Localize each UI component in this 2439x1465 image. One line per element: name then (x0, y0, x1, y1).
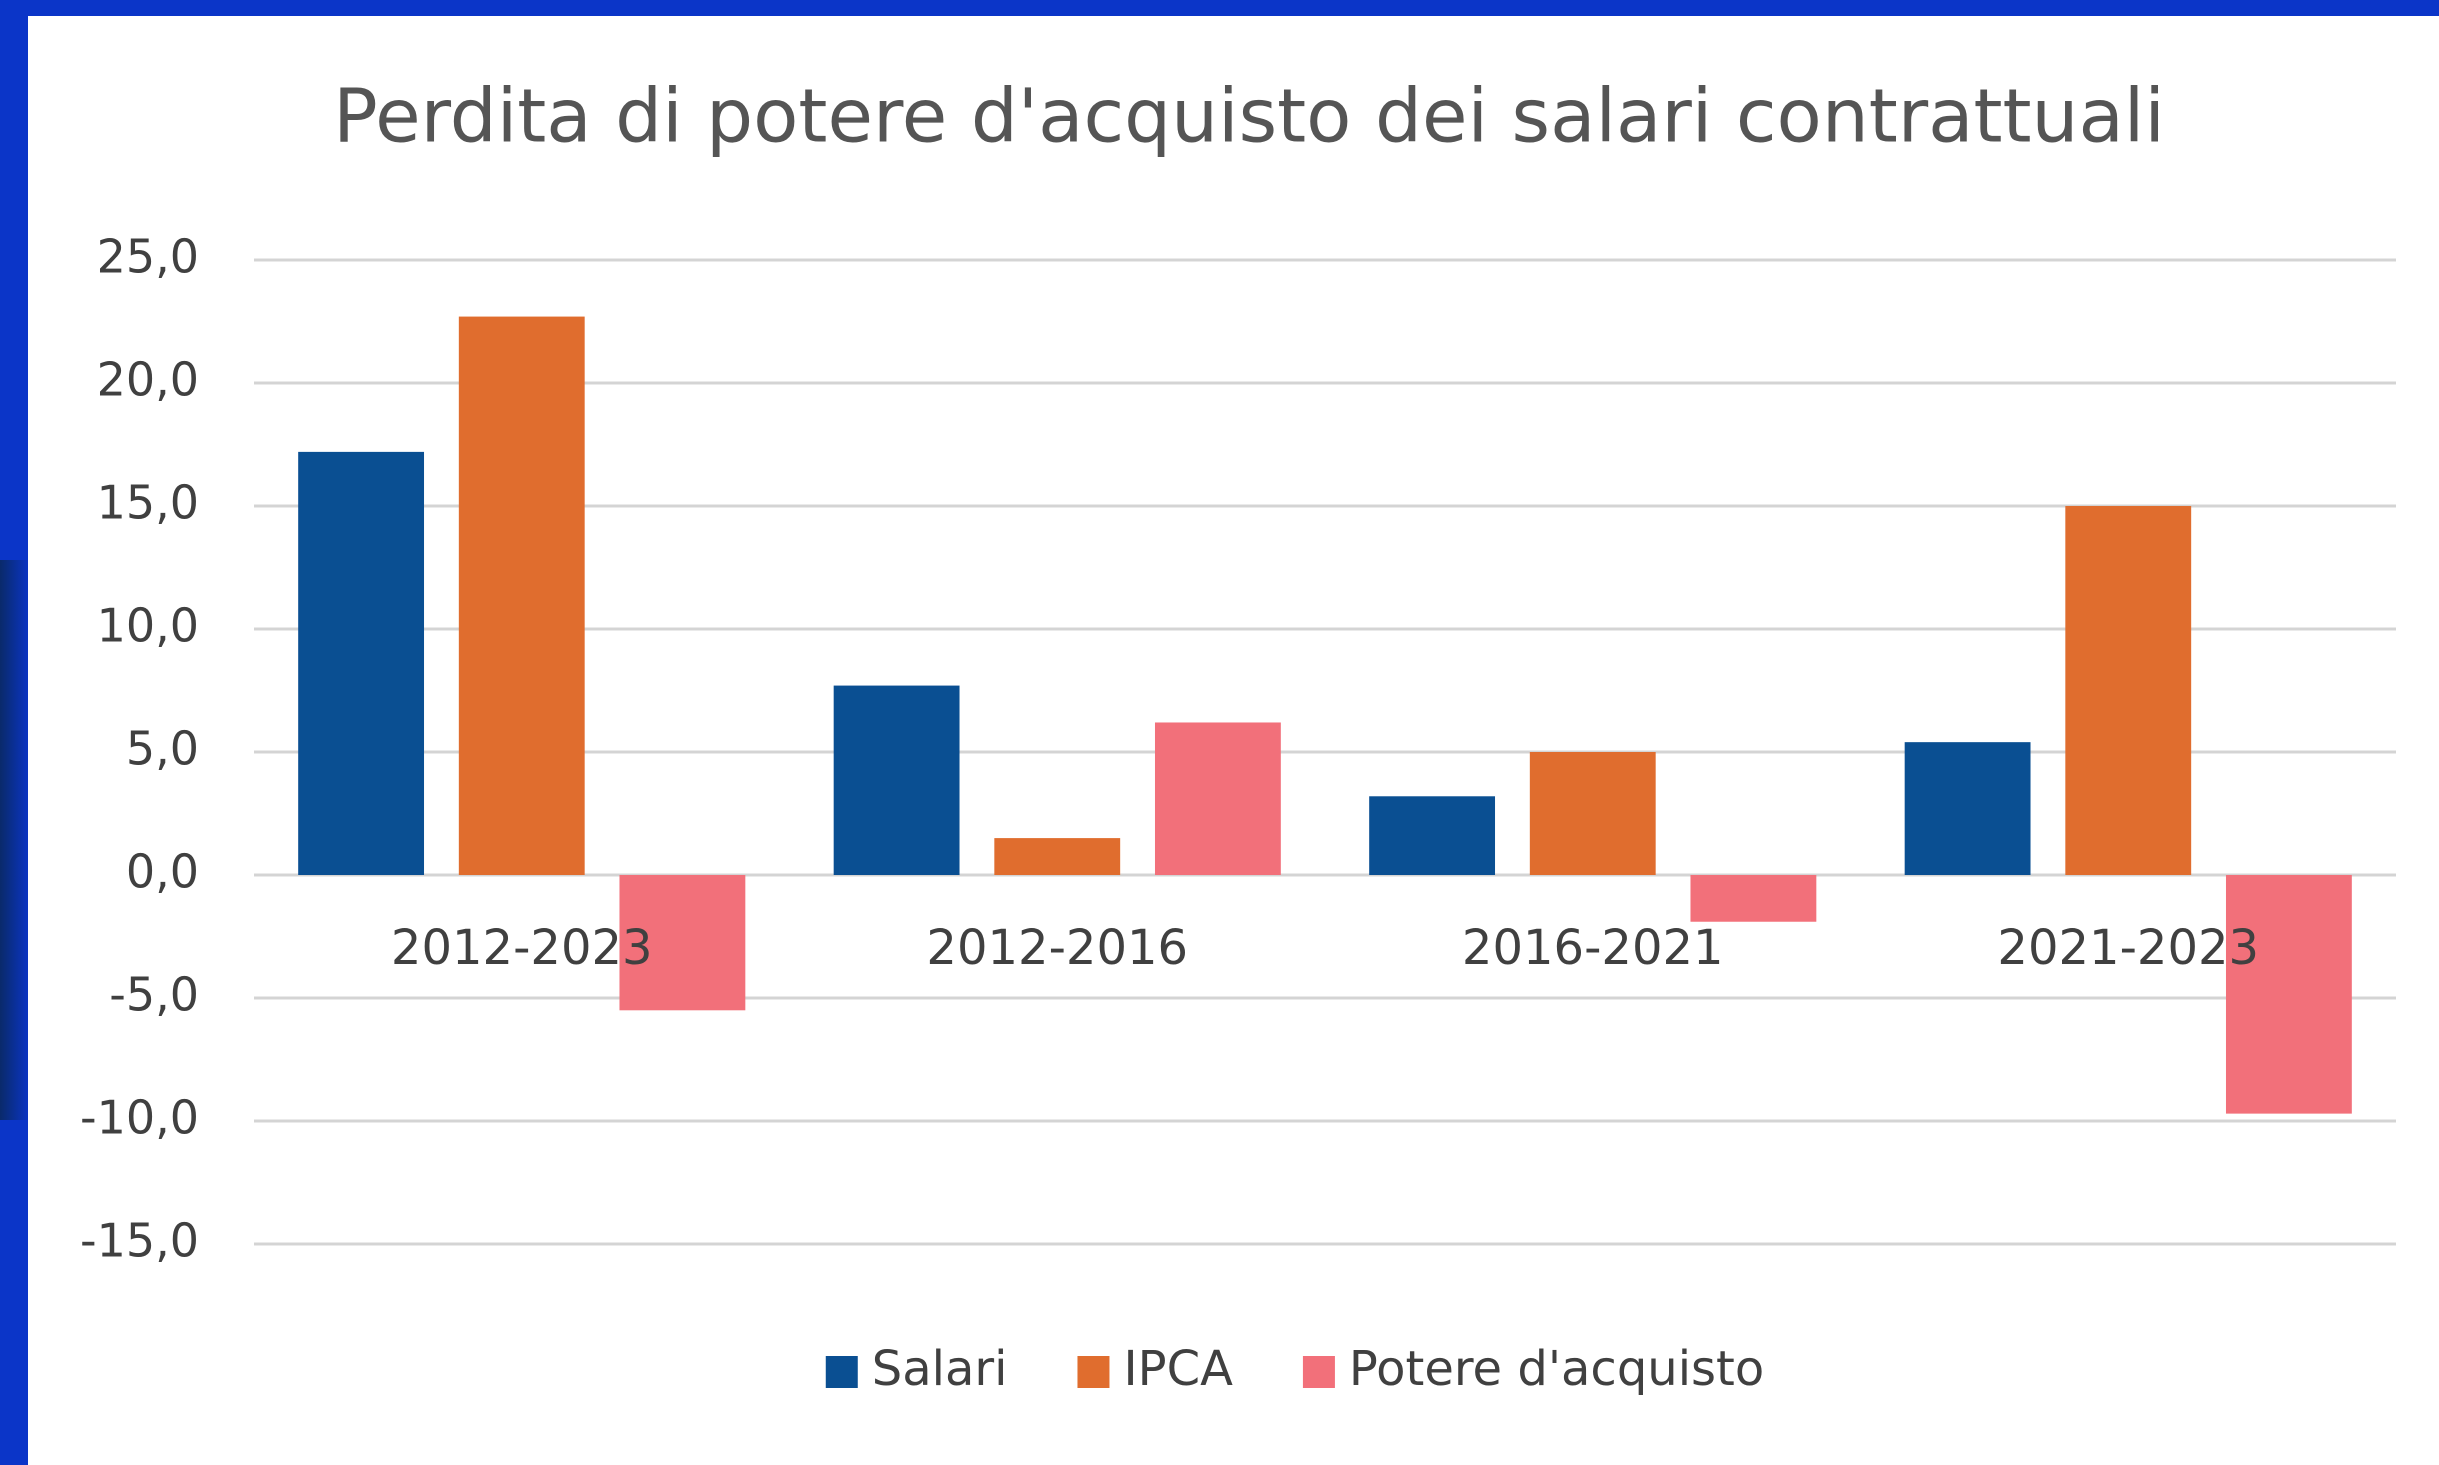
legend-label: Salari (872, 1341, 1008, 1397)
x-tick-label: 2012-2023 (391, 920, 653, 976)
bar (1529, 752, 1656, 875)
bar (298, 451, 425, 875)
y-tick-label: -10,0 (80, 1091, 199, 1145)
y-tick-label: 25,0 (97, 230, 199, 284)
y-tick-label: 20,0 (97, 353, 199, 407)
y-tick-label: 15,0 (97, 476, 199, 530)
bar (2225, 875, 2352, 1114)
x-tick-label: 2016-2021 (1462, 920, 1724, 976)
bar (2065, 506, 2192, 875)
bar (833, 685, 960, 875)
chart-title: Perdita di potere d'acquisto dei salari … (333, 74, 2165, 160)
bar (994, 838, 1121, 875)
y-tick-label: 10,0 (97, 599, 199, 653)
legend-label: Potere d'acquisto (1349, 1341, 1764, 1397)
x-tick-label: 2012-2016 (926, 920, 1188, 976)
bar (1690, 875, 1817, 922)
x-tick-label: 2021-2023 (1997, 920, 2259, 976)
bar (619, 875, 746, 1011)
bar (458, 316, 585, 876)
y-tick-label: 5,0 (126, 722, 199, 776)
legend-swatch (825, 1356, 858, 1388)
bar (1904, 742, 2031, 875)
legend-swatch (1077, 1356, 1110, 1388)
y-tick-label: -15,0 (80, 1214, 199, 1268)
bar (1369, 796, 1496, 875)
bar (1154, 722, 1281, 875)
frame-shade (0, 560, 30, 1120)
y-tick-label: 0,0 (126, 845, 199, 899)
y-tick-label: -5,0 (109, 968, 199, 1022)
legend-swatch (1302, 1356, 1335, 1388)
legend-label: IPCA (1123, 1341, 1233, 1397)
